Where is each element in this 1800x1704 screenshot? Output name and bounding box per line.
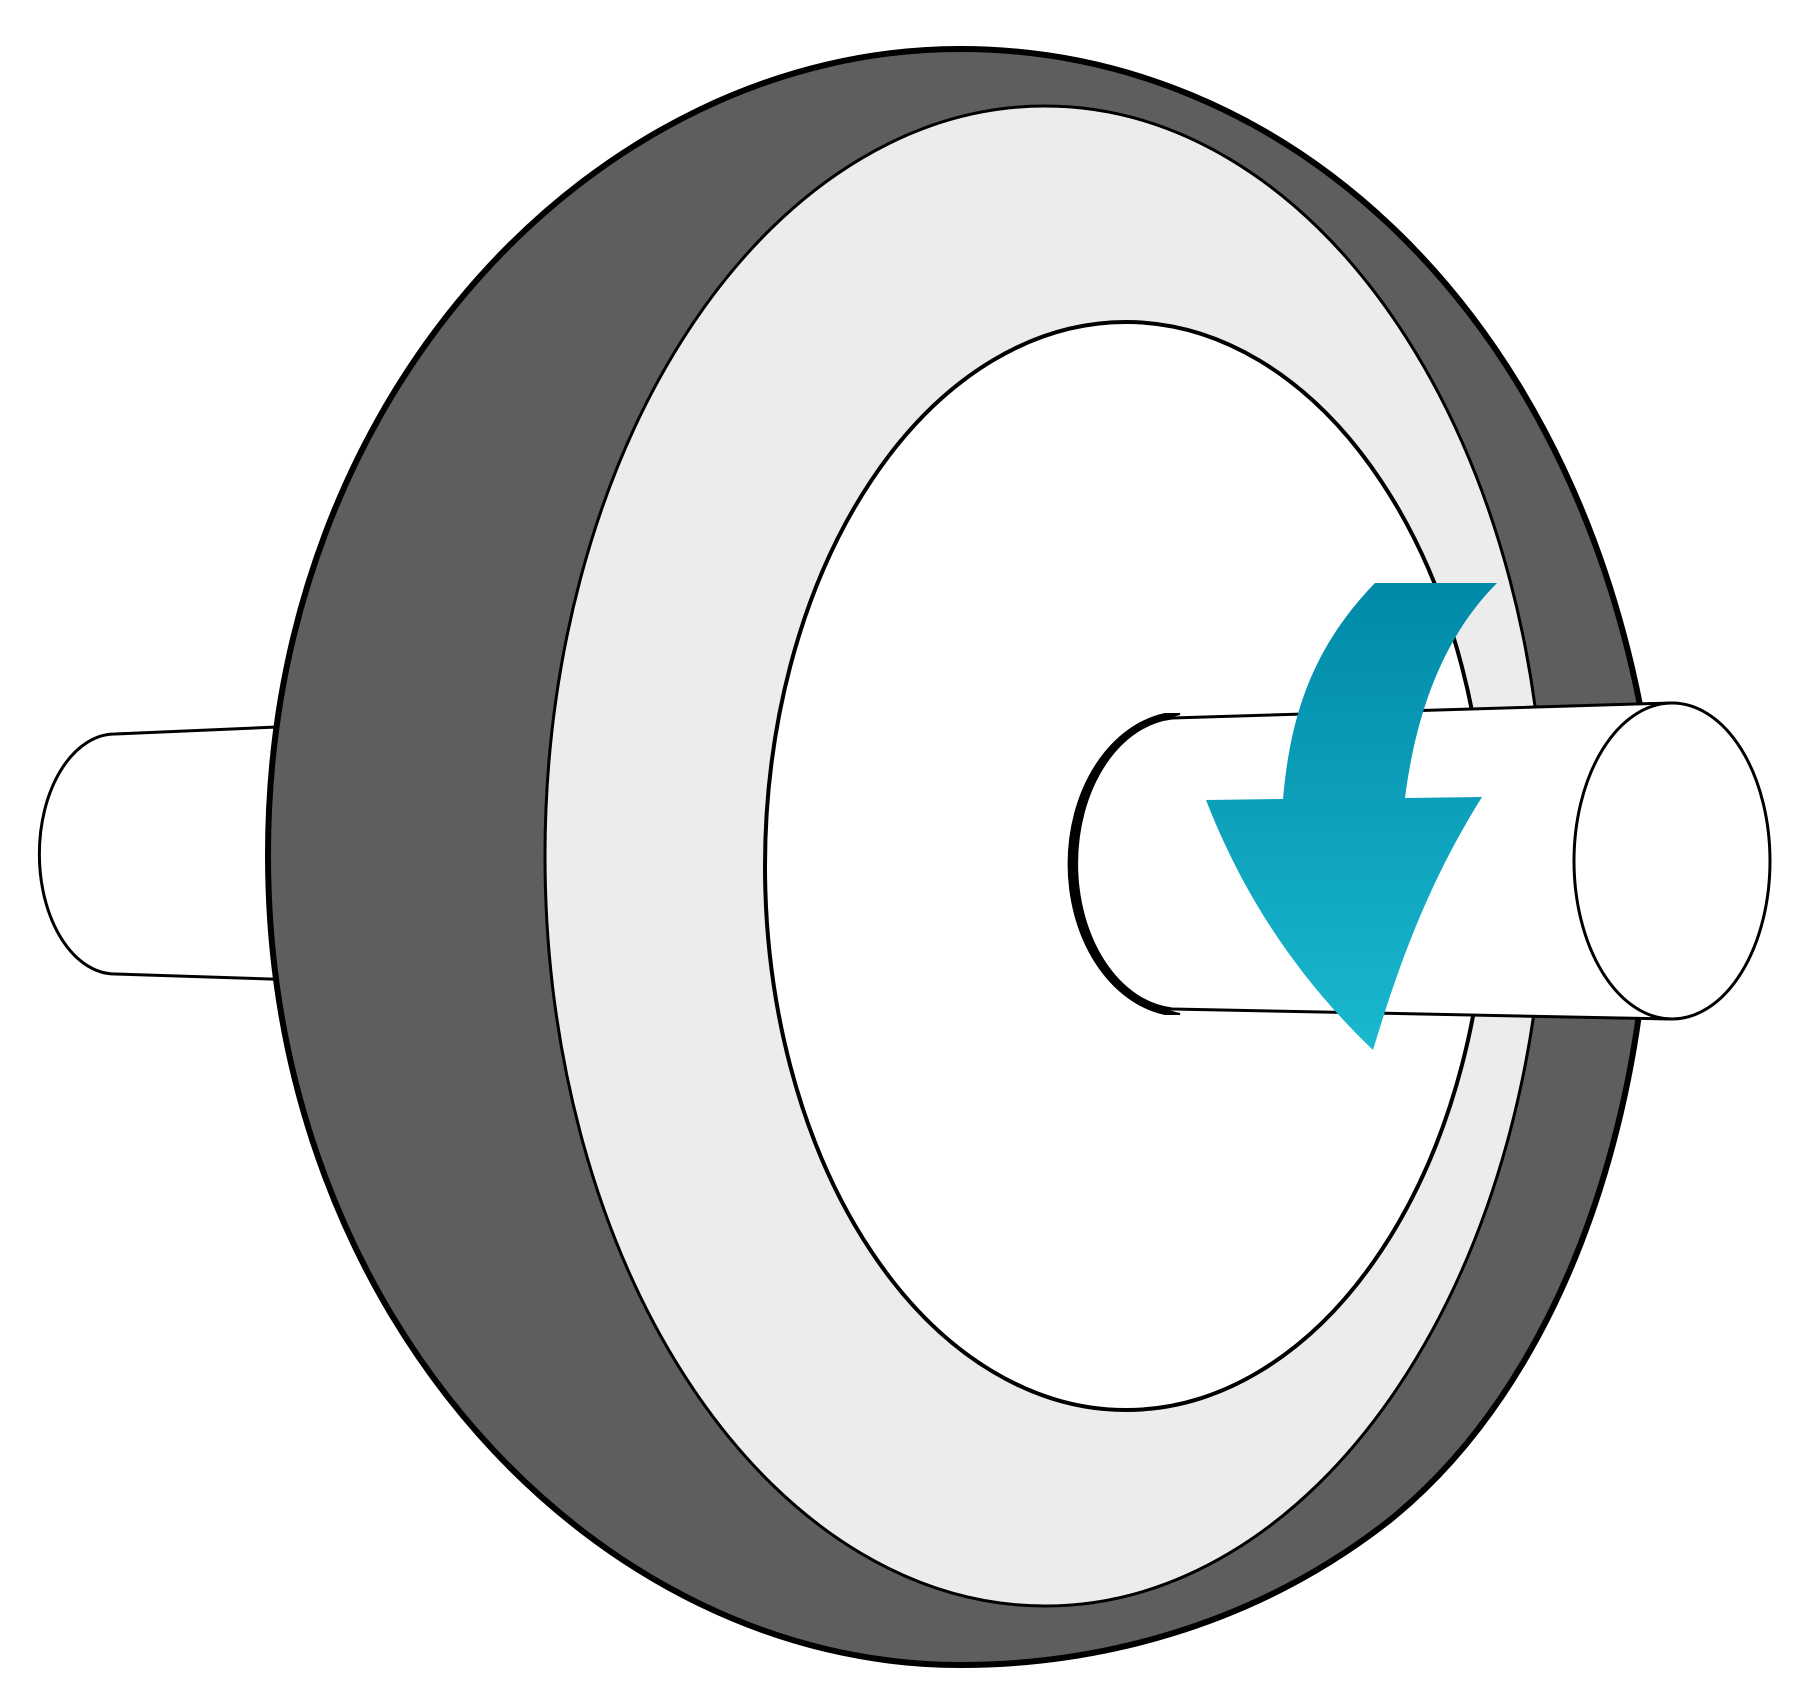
left-axle-stub xyxy=(37,724,302,982)
wheel xyxy=(264,45,1653,1669)
rotation-arrow-icon xyxy=(1206,583,1497,1050)
axle-end-cap xyxy=(1572,701,1772,1021)
left-axle-body xyxy=(37,724,302,982)
